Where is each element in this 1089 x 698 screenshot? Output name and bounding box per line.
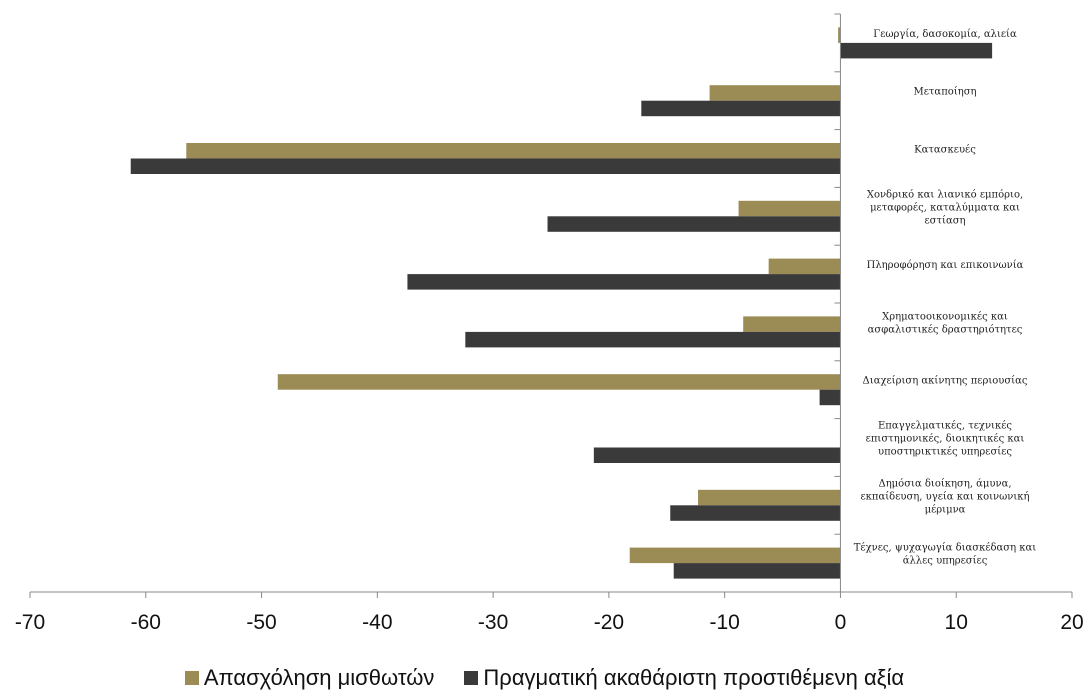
x-tick-label: 0 — [835, 611, 847, 634]
category-label: Πληροφόρηση και επικοινωνία — [867, 260, 1024, 271]
legend: Απασχόληση μισθωτών Πραγματική ακαθάριστ… — [0, 660, 1089, 696]
x-tick-label: -10 — [709, 611, 739, 634]
x-tick-label: -20 — [594, 611, 624, 634]
bar-series1-cat5 — [465, 331, 841, 348]
bar-series1-cat1 — [641, 100, 841, 117]
legend-swatch-employment — [184, 671, 199, 685]
category-label: Χονδρικό και λιανικό εμπόριο, μεταφορές, … — [867, 189, 1023, 226]
category-label: Κατασκευές — [914, 145, 976, 156]
bar-series0-cat9 — [629, 547, 841, 564]
bar-series1-cat8 — [670, 505, 841, 521]
bar-series1-cat6 — [819, 389, 841, 406]
x-tick-label: -60 — [131, 611, 161, 634]
x-tick-label: -30 — [478, 611, 508, 634]
x-tick-label: -70 — [15, 611, 45, 634]
bar-series0-cat2 — [186, 143, 841, 159]
axes-group — [29, 13, 1073, 598]
bar-series1-cat3 — [547, 216, 841, 232]
bar-series0-cat5 — [743, 316, 841, 332]
legend-swatch-gva — [464, 671, 479, 685]
bar-series0-cat1 — [709, 85, 841, 101]
bar-series0-cat6 — [277, 374, 841, 390]
bar-series0-cat4 — [768, 258, 841, 275]
category-label: Επαγγελματικές, τεχνικές επιστημονικές, δ… — [866, 421, 1025, 458]
bar-series0-cat8 — [698, 489, 841, 506]
category-labels-group: Γεωργία, δασοκομία, αλιεία Μεταποίηση Κατα… — [854, 29, 1037, 567]
legend-label-employment: Απασχόληση μισθωτών — [203, 665, 435, 690]
category-label: Μεταποίηση — [913, 87, 976, 98]
bars-group — [130, 27, 993, 579]
category-label: Δημόσια διοίκηση, άμυνα, εκπαίδευση, υγεί… — [861, 478, 1030, 515]
bar-series0-cat0 — [838, 27, 841, 43]
bar-series0-cat3 — [738, 200, 841, 217]
x-tick-label: 20 — [1060, 611, 1083, 634]
tick-labels-group: -70 -60 -50 -40 -30 -20 -10 0 10 20 — [15, 611, 1084, 634]
bar-series1-cat2 — [130, 158, 841, 174]
bar-chart: Γεωργία, δασοκομία, αλιεία Μεταποίηση Κατα… — [15, 13, 1084, 634]
x-tick-label: -40 — [362, 611, 392, 634]
bar-series1-cat4 — [407, 274, 841, 290]
bar-series1-cat7 — [593, 447, 841, 463]
x-tick-label: -50 — [246, 611, 276, 634]
category-label: Γεωργία, δασοκομία, αλιεία — [873, 29, 1017, 40]
x-tick-label: 10 — [945, 611, 968, 634]
legend-label-gva: Πραγματική ακαθάριστη προστιθέμενη αξία — [483, 665, 905, 690]
bar-series1-cat9 — [673, 563, 841, 579]
legend-item-employment: Απασχόληση μισθωτών — [184, 660, 435, 696]
category-label: Χρηματοοικονομικές και ασφαλιστικές δραστ… — [868, 311, 1023, 335]
category-label: Τέχνες, ψυχαγωγία διασκέδαση και άλλες υπ… — [854, 543, 1037, 567]
bar-series1-cat0 — [840, 42, 993, 59]
legend-item-gva: Πραγματική ακαθάριστη προστιθέμενη αξία — [464, 660, 904, 696]
category-label: Διαχείριση ακίνητης περιουσίας — [863, 376, 1028, 387]
